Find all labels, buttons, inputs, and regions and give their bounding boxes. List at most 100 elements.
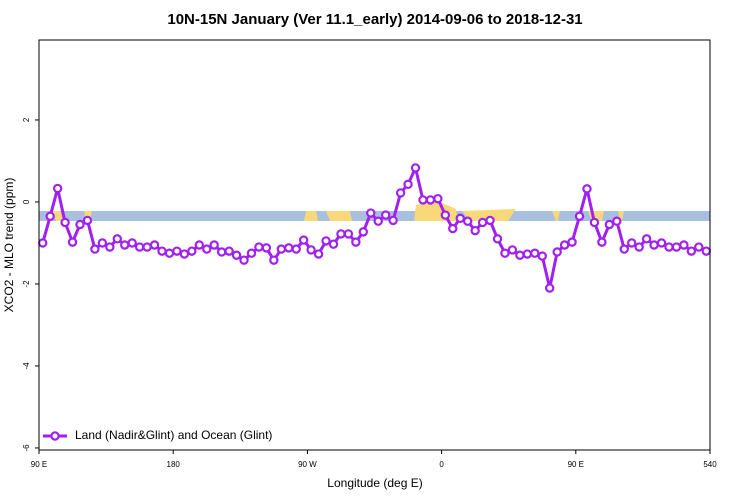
data-point: [216, 247, 227, 257]
data-point: [291, 244, 301, 254]
data-point: [120, 240, 130, 250]
data-point: [694, 242, 704, 252]
x-tick-label: 90 E: [31, 460, 47, 469]
data-point: [589, 217, 600, 228]
data-point: [306, 245, 316, 255]
data-point: [388, 215, 398, 226]
data-point: [97, 238, 108, 248]
data-point: [462, 216, 473, 226]
data-point: [105, 242, 115, 252]
data-point: [440, 210, 451, 220]
data-point: [202, 244, 212, 254]
data-point: [530, 248, 540, 258]
data-point: [343, 229, 354, 239]
data-point: [239, 255, 249, 265]
data-point: [149, 240, 160, 250]
data-point: [60, 217, 70, 228]
chart-title: 10N-15N January (Ver 11.1_early) 2014-09…: [167, 11, 582, 28]
y-tick-label: -2: [22, 280, 31, 288]
data-point: [254, 242, 264, 252]
data-point: [134, 242, 145, 252]
data-point: [45, 211, 55, 221]
legend-label: Land (Nadir&Glint) and Ocean (Glint): [75, 428, 272, 442]
data-point: [246, 248, 257, 258]
data-point: [82, 215, 93, 226]
y-tick-label: -4: [22, 362, 31, 370]
data-point: [545, 283, 555, 293]
data-point: [380, 210, 391, 220]
data-point: [433, 193, 443, 204]
data-point: [194, 240, 204, 250]
data-point: [567, 237, 577, 247]
data-point: [351, 237, 361, 247]
y-tick-label: 0: [22, 199, 31, 204]
data-point: [656, 238, 667, 248]
data-point: [172, 246, 182, 256]
data-point: [298, 235, 309, 245]
data-point: [112, 234, 122, 244]
data-point: [142, 242, 152, 252]
data-point: [313, 249, 324, 259]
data-point: [671, 242, 682, 252]
data-point: [425, 195, 436, 205]
data-point: [664, 242, 674, 252]
y-tick-label: 2: [22, 117, 31, 122]
data-point: [627, 238, 637, 248]
data-point: [649, 240, 659, 250]
y-axis-label: XCO2 - MLO trend (ppm): [2, 178, 16, 313]
data-point: [75, 219, 85, 230]
data-point: [67, 237, 78, 247]
data-point: [597, 237, 607, 247]
data-point: [612, 216, 622, 226]
data-point: [582, 184, 592, 194]
x-tick-label: 540: [703, 460, 717, 469]
data-point: [231, 250, 242, 260]
data-point: [336, 229, 346, 239]
data-point: [321, 236, 331, 246]
data-point: [686, 246, 697, 256]
data-point: [328, 239, 339, 249]
data-point: [373, 216, 383, 226]
data-point: [52, 183, 63, 194]
data-point: [209, 240, 219, 250]
data-point: [641, 234, 652, 244]
data-point: [634, 242, 644, 252]
data-point: [507, 245, 518, 255]
data-point: [157, 246, 167, 256]
data-point: [366, 208, 376, 218]
data-point: [522, 249, 533, 259]
x-axis-label: Longitude (deg E): [327, 476, 422, 490]
data-point: [187, 246, 197, 256]
data-point: [224, 246, 234, 256]
data-point: [679, 240, 689, 250]
data-point: [127, 238, 137, 248]
legend-marker: [50, 431, 60, 441]
data-point: [500, 248, 510, 258]
data-point: [403, 179, 413, 190]
x-tick-label: 0: [439, 460, 444, 469]
data-point: [604, 219, 615, 230]
data-point: [276, 244, 287, 254]
data-point: [619, 244, 629, 254]
data-point: [179, 249, 190, 259]
data-point: [455, 213, 465, 224]
x-tick-label: 90 W: [298, 460, 317, 469]
x-tick-label: 180: [167, 460, 181, 469]
data-point: [269, 255, 279, 265]
data-point: [470, 225, 480, 236]
data-point: [90, 244, 100, 254]
data-point: [574, 211, 585, 221]
data-point: [38, 238, 48, 248]
data-point: [559, 240, 570, 250]
data-point: [485, 215, 495, 226]
data-point: [164, 248, 175, 258]
data-point: [284, 243, 294, 253]
data-point: [418, 195, 428, 205]
plot-frame: [38, 39, 711, 451]
data-point: [448, 223, 458, 234]
data-point: [358, 227, 369, 237]
data-point: [395, 188, 406, 198]
data-point: [410, 163, 421, 173]
data-point: [552, 247, 562, 257]
